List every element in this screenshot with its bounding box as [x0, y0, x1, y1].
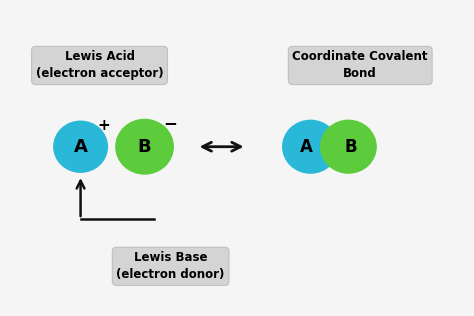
Text: A: A: [73, 138, 88, 156]
Text: Lewis Acid
(electron acceptor): Lewis Acid (electron acceptor): [36, 51, 164, 81]
Text: −: −: [164, 114, 178, 132]
Text: B: B: [138, 138, 151, 156]
Text: A: A: [300, 138, 313, 156]
Text: +: +: [97, 118, 109, 132]
Text: Lewis Base
(electron donor): Lewis Base (electron donor): [117, 251, 225, 281]
Text: Coordinate Covalent
Bond: Coordinate Covalent Bond: [292, 51, 428, 81]
Circle shape: [320, 120, 377, 174]
Circle shape: [115, 119, 174, 175]
Circle shape: [282, 120, 339, 174]
Text: B: B: [345, 138, 357, 156]
Circle shape: [53, 120, 108, 173]
